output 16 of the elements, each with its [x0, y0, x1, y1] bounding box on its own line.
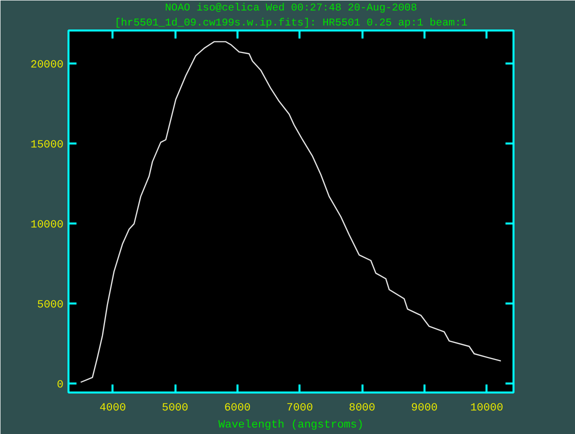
x-tick-label: 9000	[411, 402, 438, 414]
y-tick-label: 5000	[37, 300, 64, 312]
y-tick-label: 20000	[30, 59, 64, 72]
line-series	[80, 41, 502, 383]
x-axis-title: Wavelength (angstroms)	[218, 420, 364, 432]
x-tick-label: 4000	[100, 402, 126, 414]
x-tick-label: 10000	[470, 402, 504, 414]
x-tick-label: 7000	[286, 402, 313, 414]
chart-subtitle: [hr5501_1d_09.cw199s.w.ip.fits]: HR5501 0.25 ap:1 beam:1	[114, 18, 468, 30]
x-tick-label: 5000	[162, 402, 188, 414]
y-tick-label: 0	[56, 380, 64, 392]
y-tick-label: 10000	[30, 220, 64, 232]
y-tick-label: 15000	[30, 139, 64, 152]
x-tick-label: 8000	[348, 402, 376, 414]
chart-title: NOAO iso@celica Wed 00:27:48 20-Aug-2008	[164, 2, 418, 14]
x-tick-label: 6000	[224, 402, 251, 414]
